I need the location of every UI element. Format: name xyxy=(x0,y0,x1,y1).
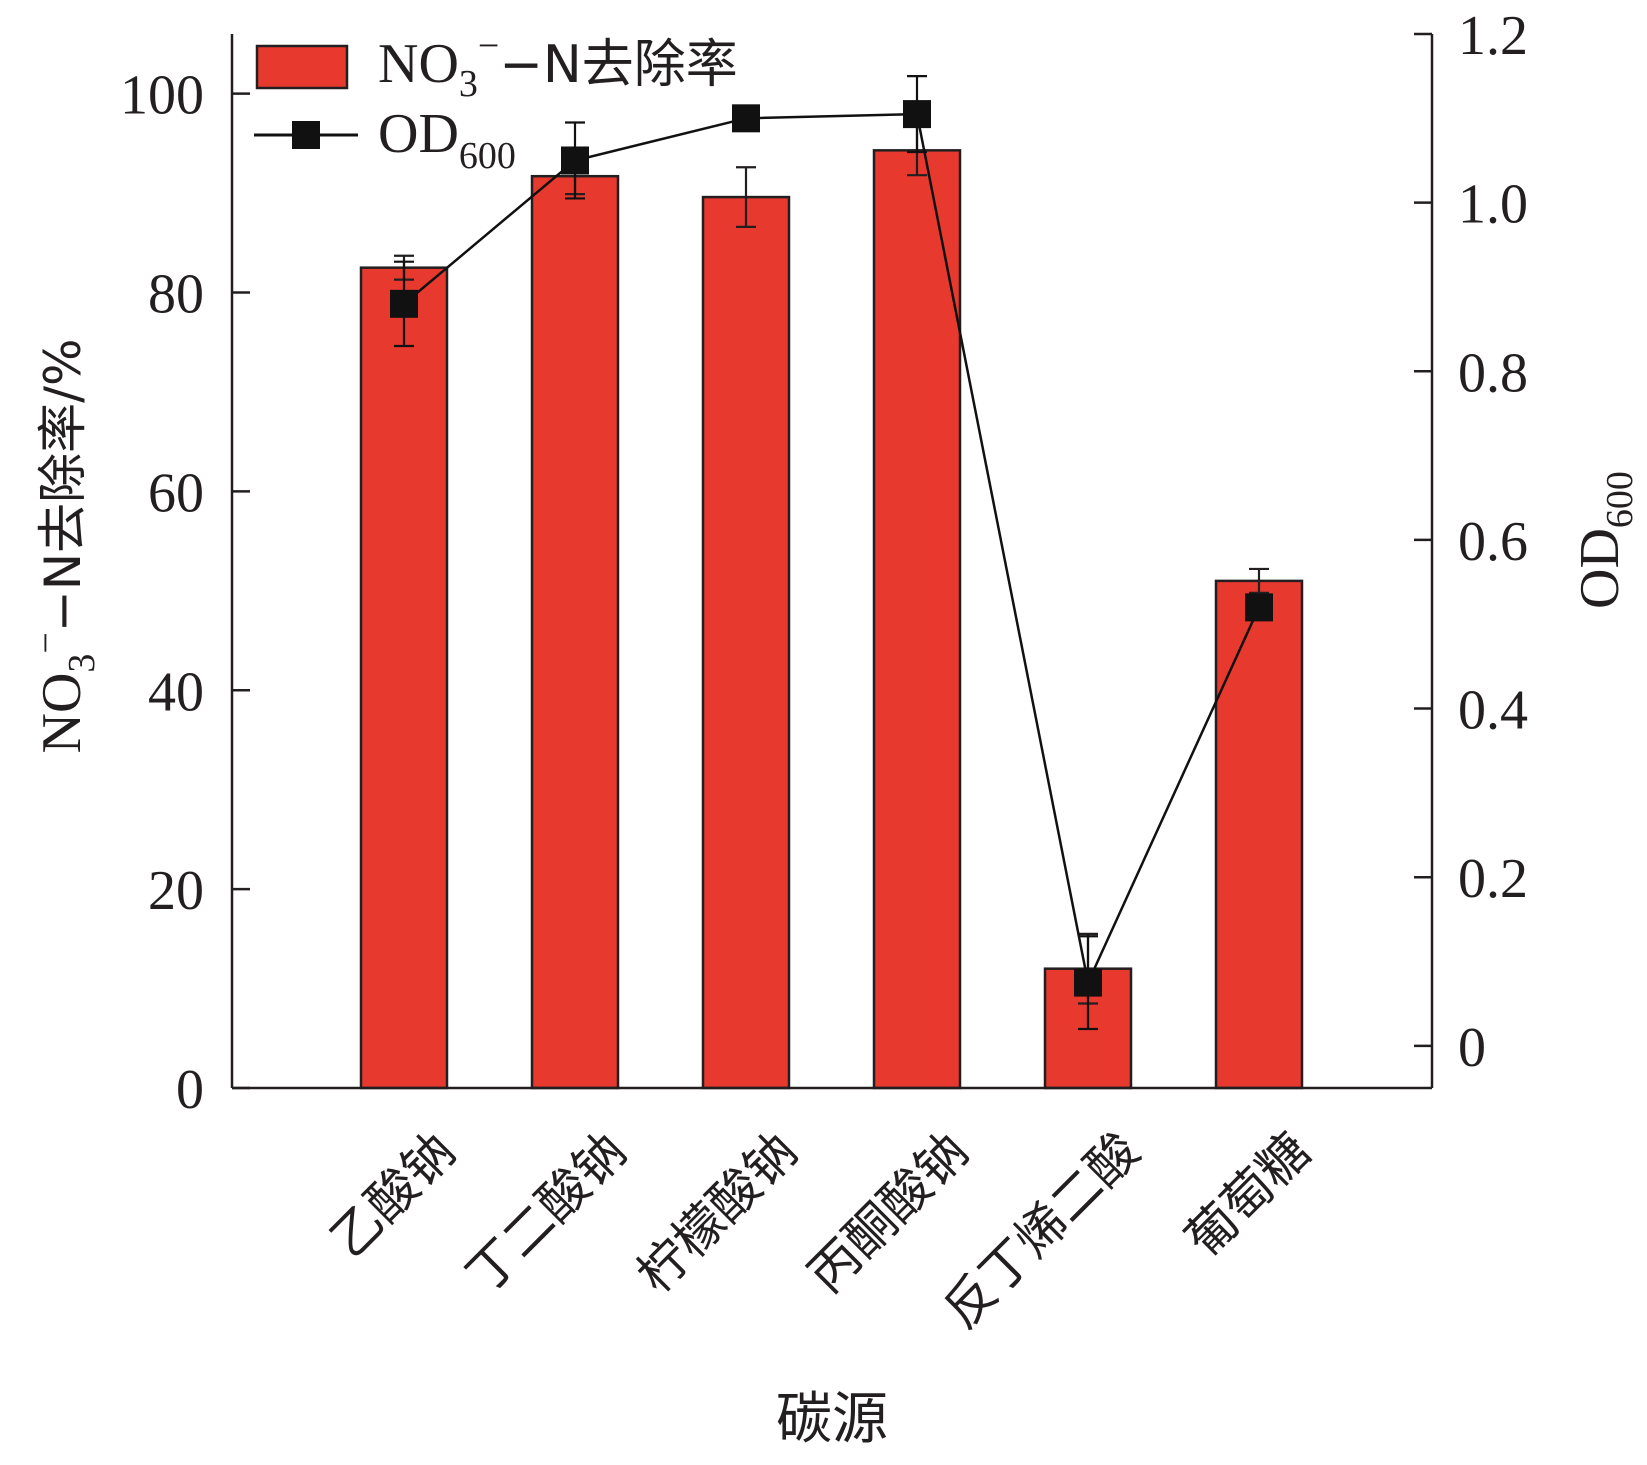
od-point xyxy=(561,146,589,175)
x-tick-label: 乙酸钠 xyxy=(319,1121,466,1268)
bar xyxy=(701,195,791,1090)
y-right-tick-label: 0.2 xyxy=(1458,848,1528,910)
od-point xyxy=(1074,968,1102,997)
od-point xyxy=(390,289,418,318)
y-right-tick-label: 1.0 xyxy=(1458,174,1528,236)
x-axis-title: 碳源 xyxy=(776,1387,888,1452)
bar xyxy=(359,266,449,1090)
y-right-tick-label: 0.8 xyxy=(1458,342,1528,404)
y-left-tick-label: 0 xyxy=(176,1059,204,1121)
bar xyxy=(1214,579,1304,1090)
y-right-tick-label: 1.2 xyxy=(1458,5,1528,67)
od-line xyxy=(403,112,1261,987)
x-tick-label: 柠檬酸钠 xyxy=(626,1121,808,1303)
bar xyxy=(872,149,962,1090)
legend-line-label: OD600 xyxy=(378,103,516,177)
od-point xyxy=(732,104,760,133)
y-right-tick-label: 0 xyxy=(1458,1017,1486,1079)
bar xyxy=(530,174,620,1090)
bar-series xyxy=(359,124,1304,1090)
od-point xyxy=(903,100,931,129)
x-tick-label: 丙酮酸钠 xyxy=(797,1121,979,1303)
legend-bar-label: NO3−−N去除率 xyxy=(378,25,738,105)
y-right-axis-title: OD600 xyxy=(1569,471,1641,609)
y-right-tick-label: 0.4 xyxy=(1458,680,1528,742)
y-left-tick-label: 40 xyxy=(148,661,204,723)
y-left-axis-title: NO3−−N去除率/% xyxy=(25,339,103,754)
x-tick-label: 丁二酸钠 xyxy=(455,1121,637,1303)
y-left-tick-label: 20 xyxy=(148,860,204,922)
y-left-tick-label: 100 xyxy=(120,65,204,127)
legend-bar-swatch xyxy=(255,44,349,90)
y-left-tick-label: 60 xyxy=(148,462,204,524)
axes: 0 20 40 60 80 100 0 0.2 0.4 0.6 0.8 1.0 1.2 乙酸钠丁二酸钠柠檬… xyxy=(120,5,1528,1339)
x-tick-label: 葡萄糖 xyxy=(1174,1121,1321,1268)
od-point xyxy=(1245,593,1273,622)
y-right-tick-label: 0.6 xyxy=(1458,511,1528,573)
line-series xyxy=(390,75,1273,1031)
legend: NO3−−N去除率 OD600 xyxy=(254,25,738,177)
legend-line-marker xyxy=(292,121,320,149)
y-left-tick-label: 80 xyxy=(148,264,204,326)
